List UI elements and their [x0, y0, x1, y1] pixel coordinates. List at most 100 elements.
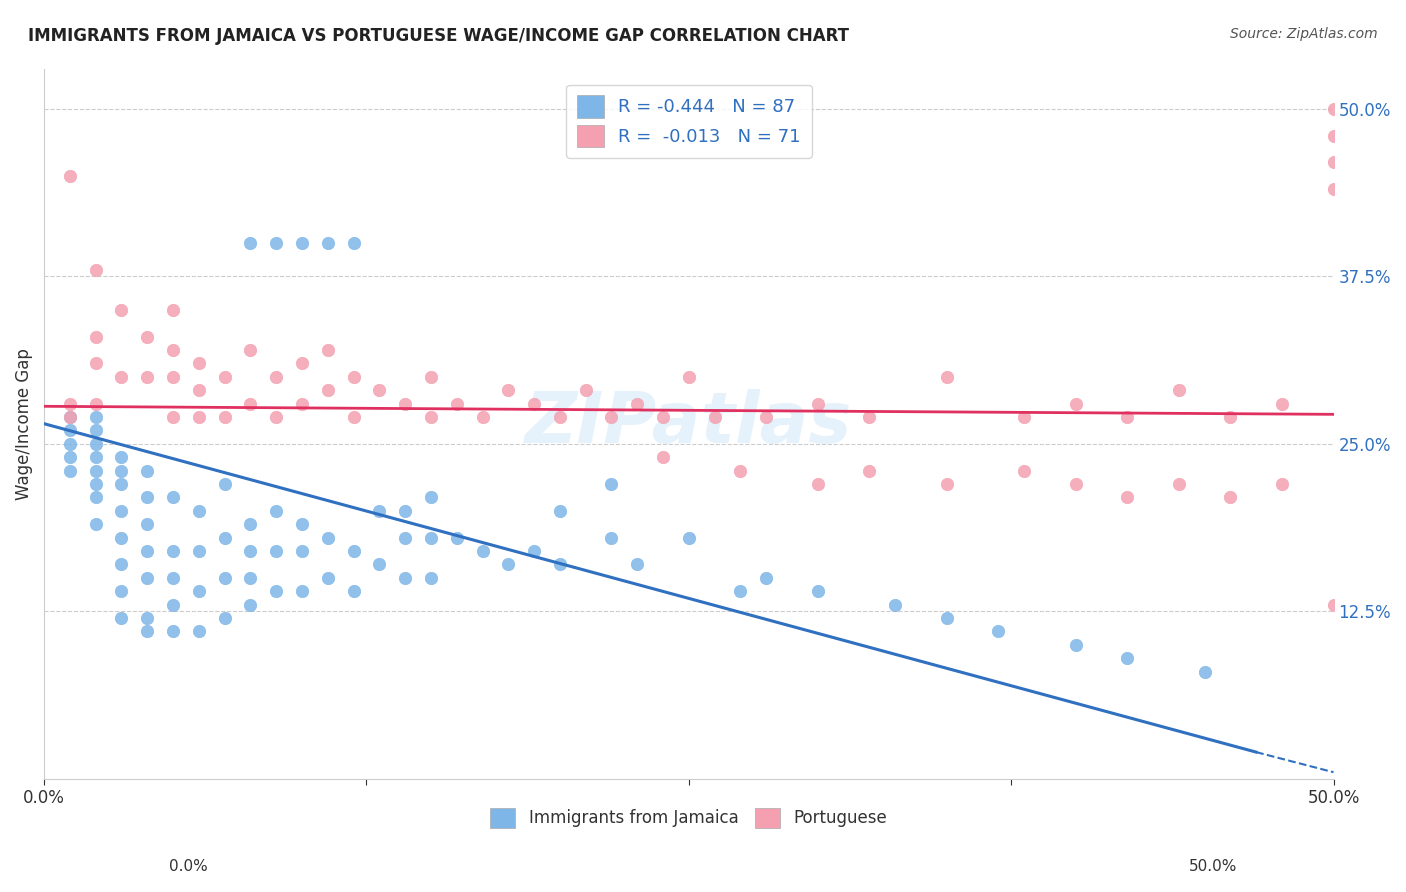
Point [342, 369, 364, 384]
Point [162, 343, 184, 357]
Point [162, 571, 184, 585]
Point [342, 544, 364, 558]
Point [84, 464, 107, 478]
Point [394, 396, 416, 410]
Point [110, 477, 132, 491]
Point [523, 396, 546, 410]
Point [935, 369, 957, 384]
Point [84, 517, 107, 532]
Point [84, 491, 107, 505]
Point [110, 464, 132, 478]
Point [394, 531, 416, 545]
Point [394, 504, 416, 518]
Point [678, 369, 700, 384]
Point [187, 584, 209, 599]
Point [110, 584, 132, 599]
Point [214, 571, 236, 585]
Point [548, 504, 571, 518]
Point [291, 235, 314, 250]
Point [110, 558, 132, 572]
Point [187, 544, 209, 558]
Point [678, 531, 700, 545]
Point [316, 571, 339, 585]
Point [110, 369, 132, 384]
Point [110, 302, 132, 317]
Text: ZIPatlas: ZIPatlas [524, 389, 852, 458]
Point [548, 558, 571, 572]
Point [84, 329, 107, 343]
Point [264, 584, 287, 599]
Point [342, 235, 364, 250]
Point [214, 369, 236, 384]
Point [136, 491, 159, 505]
Point [575, 383, 598, 397]
Point [291, 584, 314, 599]
Point [600, 531, 623, 545]
Point [368, 504, 391, 518]
Point [342, 584, 364, 599]
Point [446, 531, 468, 545]
Point [239, 343, 262, 357]
Point [471, 544, 494, 558]
Point [291, 396, 314, 410]
Point [935, 477, 957, 491]
Point [652, 410, 675, 425]
Y-axis label: Wage/Income Gap: Wage/Income Gap [15, 348, 32, 500]
Point [498, 383, 520, 397]
Point [1271, 477, 1294, 491]
Point [84, 396, 107, 410]
Point [136, 517, 159, 532]
Point [264, 544, 287, 558]
Point [807, 584, 830, 599]
Point [626, 396, 648, 410]
Text: 50.0%: 50.0% [1189, 859, 1237, 874]
Point [59, 450, 82, 465]
Point [807, 396, 830, 410]
Point [394, 571, 416, 585]
Point [84, 356, 107, 370]
Point [110, 531, 132, 545]
Point [1219, 491, 1241, 505]
Point [291, 544, 314, 558]
Point [187, 410, 209, 425]
Point [162, 544, 184, 558]
Point [187, 356, 209, 370]
Point [368, 383, 391, 397]
Point [446, 396, 468, 410]
Point [987, 624, 1010, 639]
Point [600, 410, 623, 425]
Point [1322, 102, 1344, 116]
Point [84, 437, 107, 451]
Point [162, 598, 184, 612]
Point [187, 504, 209, 518]
Point [858, 464, 880, 478]
Point [136, 624, 159, 639]
Point [110, 450, 132, 465]
Point [755, 410, 778, 425]
Point [84, 262, 107, 277]
Point [703, 410, 725, 425]
Point [523, 544, 546, 558]
Point [110, 611, 132, 625]
Point [471, 410, 494, 425]
Point [935, 611, 957, 625]
Point [1116, 491, 1139, 505]
Point [264, 369, 287, 384]
Point [187, 383, 209, 397]
Text: 0.0%: 0.0% [169, 859, 208, 874]
Point [214, 611, 236, 625]
Point [626, 558, 648, 572]
Point [162, 369, 184, 384]
Point [264, 410, 287, 425]
Point [162, 491, 184, 505]
Point [1322, 128, 1344, 143]
Point [162, 302, 184, 317]
Point [59, 396, 82, 410]
Point [1167, 383, 1189, 397]
Point [84, 424, 107, 438]
Point [1116, 410, 1139, 425]
Point [419, 571, 441, 585]
Point [187, 624, 209, 639]
Point [239, 235, 262, 250]
Point [1012, 410, 1035, 425]
